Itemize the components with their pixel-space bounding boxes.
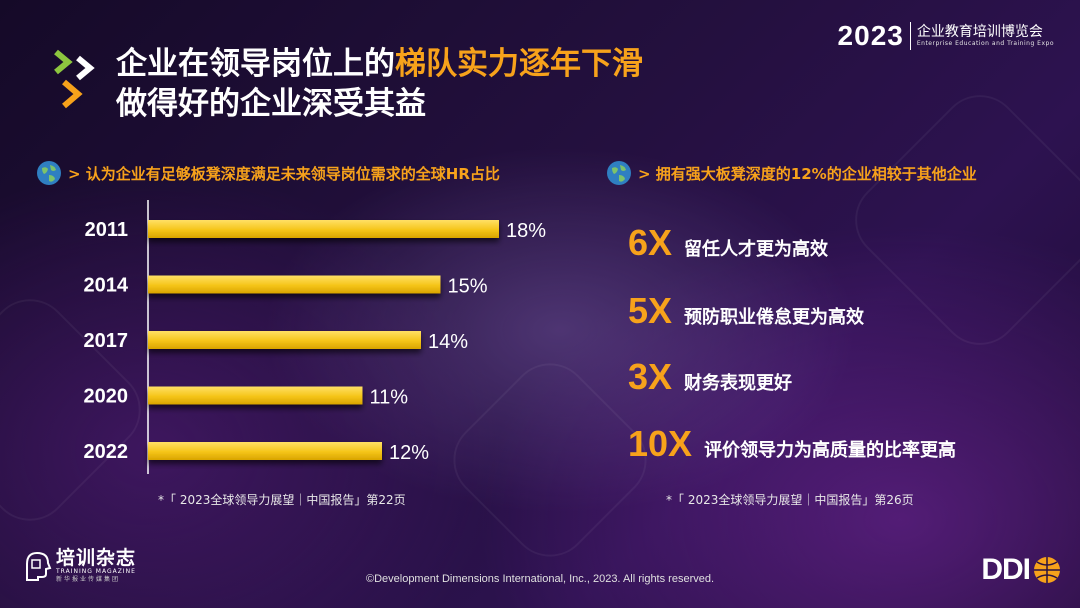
right-source-note: *「 2023全球领导力展望｜中国报告」第26页 — [666, 493, 914, 507]
bar-value-label: 12% — [389, 442, 429, 464]
expo-logo: 2023 企业教育培训博览会 Enterprise Education and … — [838, 20, 1054, 52]
bar — [148, 331, 421, 349]
category-tick-label: 2011 — [85, 219, 128, 241]
bar — [148, 220, 499, 238]
bar-value-label: 15% — [448, 276, 488, 298]
magazine-name-cn: 培训杂志 — [56, 547, 137, 569]
expo-logo-divider — [909, 22, 911, 50]
category-tick-label: 2022 — [84, 441, 129, 463]
title-line-2: 做得好的企业深受其益 — [116, 86, 426, 122]
title-line-1-highlight: 梯队实力逐年下滑 — [395, 46, 643, 82]
globe-icon — [37, 161, 61, 185]
expo-name-en: Enterprise Education and Training Expo — [916, 40, 1054, 47]
chart-marks: 2011 18% 2014 15% 2017 14% 2020 11% 2022 12% — [84, 219, 547, 464]
title-line-1-plain: 企业在领导岗位上的 — [116, 46, 395, 82]
ratio-value: 10X — [628, 423, 693, 464]
ddi-logo: DDI — [981, 553, 1062, 587]
ratio-item: 6X 留任人才更为高效 — [628, 222, 828, 264]
bar — [148, 442, 382, 460]
category-tick-label: 2017 — [84, 330, 129, 352]
ratio-item: 10X 评价领导力为高质量的比率更高 — [628, 423, 956, 465]
magazine-publisher: 新华报业传媒集团 — [56, 576, 121, 583]
page-title: 企业在领导岗位上的梯队实力逐年下滑 做得好的企业深受其益 — [116, 44, 643, 124]
ratio-item: 3X 财务表现更好 — [628, 356, 792, 398]
ratio-description: 财务表现更好 — [684, 373, 793, 394]
expo-logo-text: 企业教育培训博览会 Enterprise Education and Train… — [917, 24, 1054, 48]
copyright-notice: ©Development Dimensions International, I… — [365, 573, 715, 585]
magazine-head-icon — [26, 551, 52, 581]
left-section-heading: > 认为企业有足够板凳深度满足未来领导岗位需求的全球HR占比 — [36, 160, 500, 186]
bench-strength-bar-chart: 2011 18% 2014 15% 2017 14% 2020 11% 2022 12% — [84, 200, 547, 474]
training-magazine-logo: 培训杂志 TRAINING MAGAZINE 新华报业传媒集团 — [22, 548, 136, 584]
globe-ball-icon — [1034, 557, 1060, 583]
bar — [148, 275, 441, 294]
right-section-heading: > 拥有强大板凳深度的12%的企业相较于其他企业 — [606, 160, 977, 186]
title-line-1: 企业在领导岗位上的梯队实力逐年下滑 — [116, 44, 643, 84]
bar-value-label: 11% — [370, 387, 409, 409]
ratio-value: 5X — [628, 290, 673, 331]
ratio-description: 评价领导力为高质量的比率更高 — [704, 440, 957, 461]
globe-icon — [607, 161, 631, 185]
bar-value-label: 18% — [506, 220, 546, 242]
left-source-note: *「 2023全球领导力展望｜中国报告」第22页 — [158, 493, 406, 507]
ratio-value: 6X — [628, 222, 673, 263]
ratio-description: 预防职业倦怠更为高效 — [684, 307, 865, 328]
bar-value-label: 14% — [428, 331, 468, 353]
ddi-logo-text: DDI — [981, 553, 1031, 586]
magazine-text: 培训杂志 TRAINING MAGAZINE 新华报业传媒集团 — [56, 548, 136, 584]
magazine-name-en: TRAINING MAGAZINE — [56, 568, 136, 575]
background-pattern-right — [838, 78, 1080, 362]
left-section-heading-text: > 认为企业有足够板凳深度满足未来领导岗位需求的全球HR占比 — [68, 164, 500, 183]
double-chevron-icon — [54, 49, 95, 109]
category-tick-label: 2020 — [84, 386, 129, 408]
ratio-item: 5X 预防职业倦怠更为高效 — [628, 290, 864, 332]
bar — [148, 386, 363, 405]
right-section-heading-text: > 拥有强大板凳深度的12%的企业相较于其他企业 — [638, 164, 977, 183]
expo-name-cn: 企业教育培训博览会 — [916, 24, 1043, 40]
category-tick-label: 2014 — [84, 275, 129, 297]
expo-year: 2023 — [837, 20, 904, 51]
ratio-value: 3X — [628, 356, 673, 397]
ratio-description: 留任人才更为高效 — [684, 239, 829, 260]
